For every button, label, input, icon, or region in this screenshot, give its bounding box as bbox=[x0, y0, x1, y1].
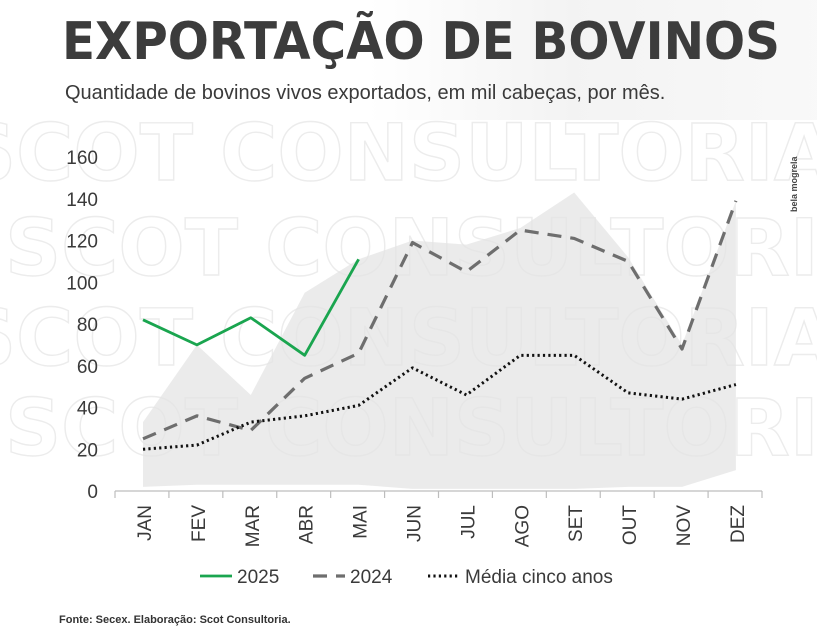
author-credit: bela mogrela bbox=[789, 156, 799, 212]
x-tick-label: SET bbox=[566, 505, 587, 542]
x-tick-label: DEZ bbox=[728, 505, 749, 543]
source-note: Fonte: Secex. Elaboração: Scot Consultor… bbox=[59, 614, 291, 626]
y-tick-label: 100 bbox=[66, 273, 98, 294]
y-tick-label: 140 bbox=[66, 190, 98, 211]
x-tick-label: AGO bbox=[512, 505, 533, 547]
y-tick-label: 120 bbox=[66, 232, 98, 253]
x-tick-label: FEV bbox=[189, 505, 210, 542]
y-tick-label: 0 bbox=[87, 482, 98, 503]
y-tick-label: 60 bbox=[77, 357, 98, 378]
y-tick-label: 20 bbox=[77, 440, 98, 461]
y-tick-label: 80 bbox=[77, 315, 98, 336]
x-tick-label: JAN bbox=[135, 505, 156, 541]
legend: 2025 2024 Média cinco anos bbox=[200, 567, 613, 588]
x-tick-label: MAI bbox=[351, 505, 372, 539]
x-tick-label: JUL bbox=[458, 505, 479, 539]
x-tick-label: OUT bbox=[620, 505, 641, 546]
legend-label: Média cinco anos bbox=[465, 567, 613, 588]
legend-label: 2025 bbox=[237, 567, 279, 588]
y-tick-label: 40 bbox=[77, 399, 98, 420]
watermark-text: SCOT CONSULTORIA SCOT CONSULTORIA SCOT C… bbox=[0, 109, 817, 199]
x-tick-label: JUN bbox=[405, 505, 426, 542]
x-tick-label: NOV bbox=[674, 505, 695, 547]
x-tick-label: ABR bbox=[297, 505, 318, 544]
x-tick-label: MAR bbox=[243, 505, 264, 547]
y-tick-label: 160 bbox=[66, 148, 98, 169]
legend-label: 2024 bbox=[350, 567, 393, 588]
line-chart: SCOT CONSULTORIA SCOT CONSULTORIA SCOT C… bbox=[0, 0, 817, 637]
